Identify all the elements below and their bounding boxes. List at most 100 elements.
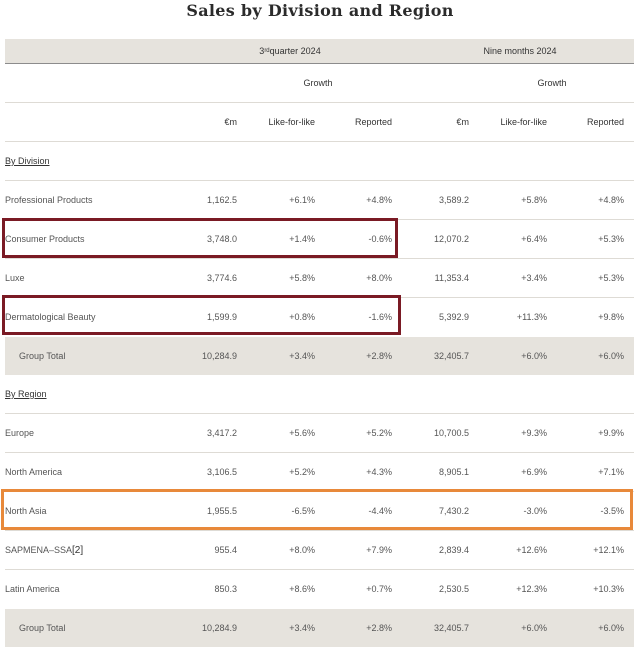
nine-reported: +7.1%	[598, 467, 624, 477]
nine-reported: +5.3%	[598, 273, 624, 283]
nine-em: 32,405.7	[433, 623, 469, 633]
q3-reported: +2.8%	[366, 351, 392, 361]
nine-lfl: +6.0%	[521, 623, 547, 633]
q3-em: 1,162.5	[206, 195, 237, 205]
row-label: Professional Products	[5, 195, 93, 205]
nine-lfl: +9.3%	[521, 428, 547, 438]
row-label: Latin America	[5, 584, 60, 594]
q3-em: 10,284.9	[201, 351, 237, 361]
table-row: Consumer Products 3,748.0 +1.4% -0.6% 12…	[5, 220, 634, 258]
q3-em: 1,955.5	[206, 506, 237, 516]
q3-em: 3,106.5	[206, 467, 237, 477]
row-label: North America	[5, 467, 63, 477]
nine-lfl: +12.6%	[516, 545, 547, 555]
row-label: SAPMENA–SSA [2]	[5, 544, 84, 556]
q3-reported: +2.8%	[366, 623, 392, 633]
table-row: North America 3,106.5 +5.2% +4.3% 8,905.…	[5, 453, 634, 491]
nine-em: 7,430.2	[438, 506, 469, 516]
group-total-row-region: Group Total 10,284.9 +3.4% +2.8% 32,405.…	[5, 609, 634, 647]
nine-reported: +6.0%	[598, 623, 624, 633]
divider	[5, 180, 634, 181]
q3-em: 850.3	[214, 584, 237, 594]
nine-em: 12,070.2	[433, 234, 469, 244]
q3-lfl: +0.8%	[289, 312, 315, 322]
nine-lfl: +6.9%	[521, 467, 547, 477]
nine-em: 11,353.4	[434, 273, 469, 283]
table-row: Professional Products 1,162.5 +6.1% +4.8…	[5, 181, 634, 219]
q3-reported: -0.6%	[368, 234, 392, 244]
nine-reported: +6.0%	[598, 351, 624, 361]
q3-lfl: +3.4%	[289, 623, 315, 633]
section-title: By Region	[5, 389, 47, 399]
nine-reported: +9.8%	[598, 312, 624, 322]
divider	[5, 452, 634, 453]
nine-lfl: +3.4%	[521, 273, 547, 283]
q3-em: 1,599.9	[206, 312, 237, 322]
group-total-row-division: Group Total 10,284.9 +3.4% +2.8% 32,405.…	[5, 337, 634, 375]
col-header-nine-em: €m	[456, 117, 469, 127]
row-label: Luxe	[5, 273, 25, 283]
highlight-consumer-products	[2, 218, 398, 258]
q3-em: 3,748.0	[206, 234, 237, 244]
row-label: Group Total	[19, 351, 66, 361]
table-row: North Asia 1,955.5 -6.5% -4.4% 7,430.2 -…	[5, 492, 634, 530]
table-row: SAPMENA–SSA [2] 955.4 +8.0% +7.9% 2,839.4…	[5, 531, 634, 569]
highlight-dermatological-beauty	[2, 295, 401, 335]
header-growth-q3: Growth	[303, 78, 333, 88]
table-row: Dermatological Beauty 1,599.9 +0.8% -1.6…	[5, 298, 634, 336]
q3-lfl: +5.2%	[289, 467, 315, 477]
nine-lfl: +6.0%	[521, 351, 547, 361]
nine-lfl: +12.3%	[516, 584, 547, 594]
highlight-north-asia	[1, 489, 633, 530]
row-label: Europe	[5, 428, 35, 438]
q3-lfl: -6.5%	[291, 506, 315, 516]
nine-lfl: +6.4%	[521, 234, 547, 244]
nine-reported: -3.5%	[600, 506, 624, 516]
q3-reported: +0.7%	[366, 584, 392, 594]
col-header-q3-lfl: Like-for-like	[268, 117, 315, 127]
header-growth-nine: Growth	[537, 78, 567, 88]
nine-em: 8,905.1	[438, 467, 469, 477]
table-row: Europe 3,417.2 +5.6% +5.2% 10,700.5 +9.3…	[5, 414, 634, 452]
q3-lfl: +6.1%	[289, 195, 315, 205]
q3-lfl: +3.4%	[289, 351, 315, 361]
header-columns-row: €m Like-for-like Reported €m Like-for-li…	[5, 103, 634, 141]
footnote-ref[interactable]: [2]	[72, 544, 84, 556]
section-heading-region: By Region	[5, 375, 634, 413]
divider	[5, 63, 634, 64]
q3-reported: +8.0%	[366, 273, 392, 283]
section-heading-division: By Division	[5, 142, 634, 180]
q3-lfl: +5.6%	[289, 428, 315, 438]
header-growth-row: Growth Growth	[5, 64, 634, 102]
q3-lfl: +1.4%	[289, 234, 315, 244]
q3-em: 3,417.2	[206, 428, 237, 438]
table-row: Latin America 850.3 +8.6% +0.7% 2,530.5 …	[5, 570, 634, 608]
row-label: Dermatological Beauty	[5, 312, 96, 322]
nine-reported: +9.9%	[598, 428, 624, 438]
col-header-q3-reported: Reported	[354, 117, 392, 127]
nine-em: 2,530.5	[438, 584, 469, 594]
header-nine-months-2024: Nine months 2024	[483, 46, 557, 56]
divider	[5, 141, 634, 142]
nine-lfl: +5.8%	[521, 195, 547, 205]
nine-em: 32,405.7	[433, 351, 469, 361]
nine-lfl: +11.3%	[516, 312, 547, 322]
q3-lfl: +8.0%	[289, 545, 315, 555]
q3-reported: +4.3%	[366, 467, 392, 477]
nine-reported: +10.3%	[593, 584, 624, 594]
divider	[5, 530, 634, 531]
col-header-nine-lfl: Like-for-like	[500, 117, 547, 127]
q3-reported: +5.2%	[366, 428, 392, 438]
row-label: Group Total	[19, 623, 66, 633]
nine-em: 10,700.5	[433, 428, 469, 438]
q3-reported: -4.4%	[368, 506, 392, 516]
q3-lfl: +8.6%	[289, 584, 315, 594]
q3-reported: +4.8%	[366, 195, 392, 205]
section-title: By Division	[5, 156, 50, 166]
table-row: Luxe 3,774.6 +5.8% +8.0% 11,353.4 +3.4% …	[5, 259, 634, 297]
col-header-nine-reported: Reported	[586, 117, 624, 127]
q3-reported: +7.9%	[366, 545, 392, 555]
row-label: North Asia	[5, 506, 47, 516]
nine-reported: +4.8%	[598, 195, 624, 205]
col-header-q3-em: €m	[224, 117, 237, 127]
